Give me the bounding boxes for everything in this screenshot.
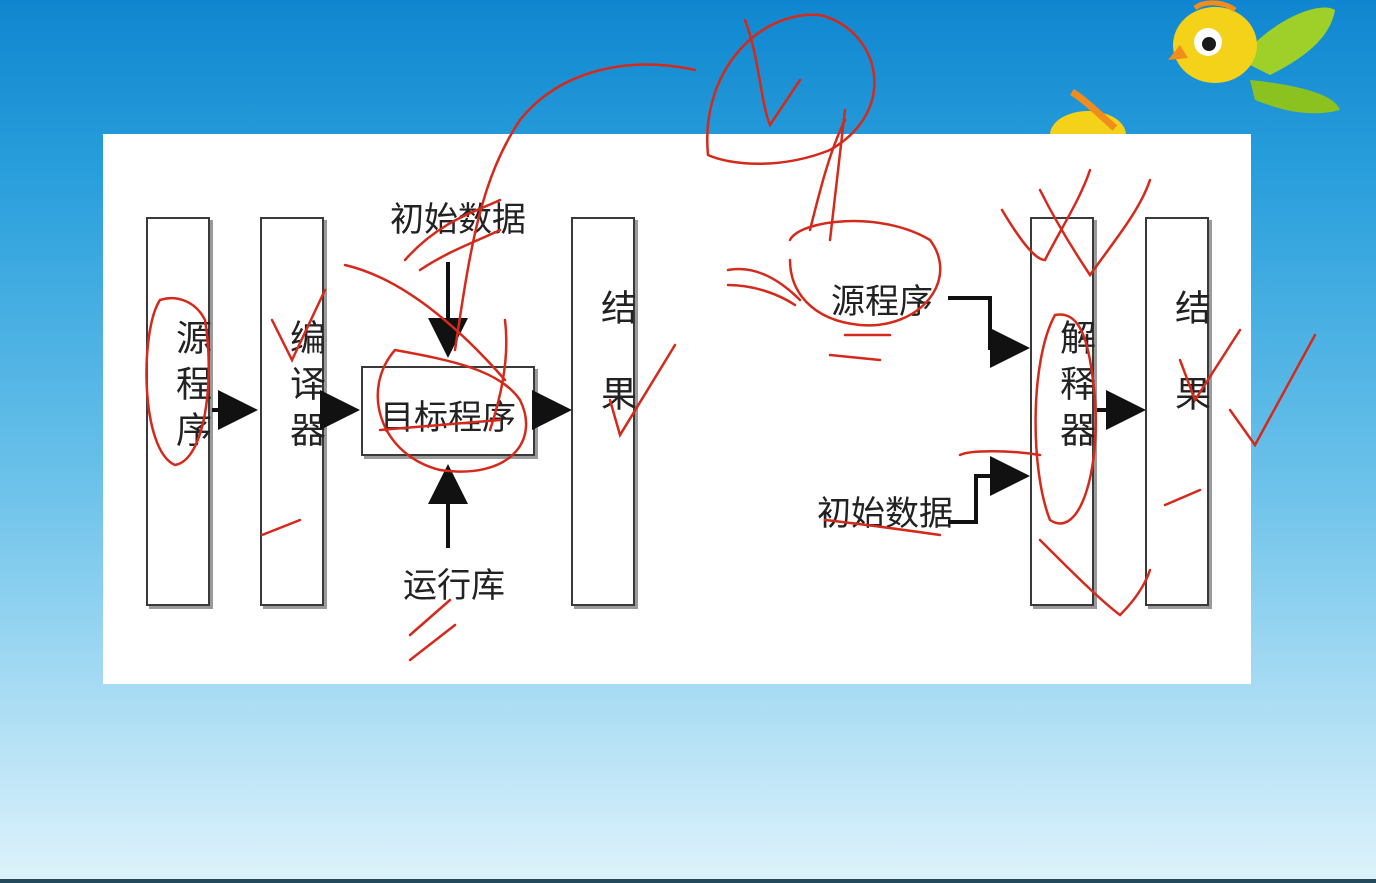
diagram-panel: 源程序 编译器 目标程序 初始数据 运行库 结果 源程序 初始数据 解释器 结果 — [103, 134, 1251, 684]
compiler-result-box: 结果 — [571, 217, 636, 606]
interpreter-source-label: 源程序 — [831, 282, 933, 322]
interpreter-label: 解释器 — [1054, 319, 1095, 457]
interpreter-box: 解释器 — [1030, 217, 1095, 606]
interpreter-result-label: 结果 — [1169, 289, 1210, 461]
compiler-initial-data-label: 初始数据 — [390, 200, 526, 240]
target-program-label: 目标程序 — [380, 398, 516, 438]
compiler-label: 编译器 — [284, 319, 325, 457]
compiler-result-label: 结果 — [595, 289, 636, 461]
interpreter-initial-data-label: 初始数据 — [817, 494, 953, 534]
target-program-box: 目标程序 — [361, 366, 535, 456]
compiler-source-box: 源程序 — [146, 217, 211, 606]
slide-bottom-border — [0, 879, 1376, 883]
bird-decoration — [1168, 0, 1340, 114]
runtime-library-label: 运行库 — [403, 566, 505, 606]
compiler-box: 编译器 — [260, 217, 325, 606]
compiler-source-label: 源程序 — [170, 319, 211, 457]
interpreter-result-box: 结果 — [1145, 217, 1210, 606]
